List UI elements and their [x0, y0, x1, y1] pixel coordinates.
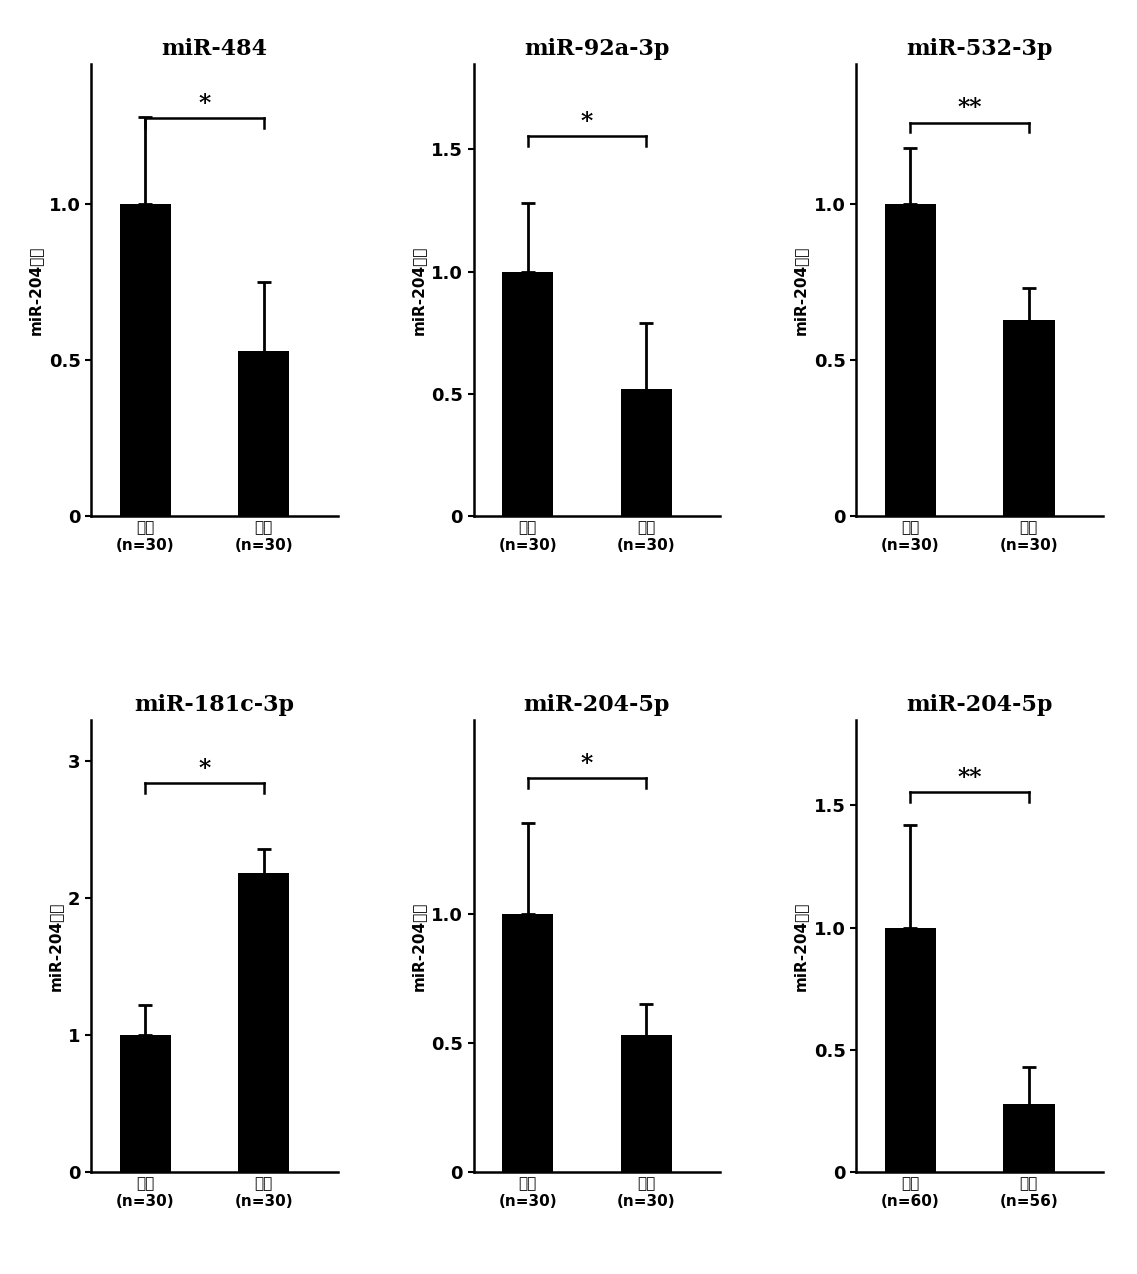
Text: **: ** [957, 97, 982, 120]
Bar [238, 350, 290, 516]
Bar [621, 389, 672, 516]
Text: **: ** [957, 766, 982, 790]
Bar [1003, 320, 1054, 516]
Text: *: * [581, 110, 594, 134]
Title: miR-532-3p: miR-532-3p [906, 38, 1053, 60]
Title: miR-204-5p: miR-204-5p [906, 694, 1053, 716]
Y-axis label: miR-204表达: miR-204表达 [794, 245, 808, 335]
Title: miR-181c-3p: miR-181c-3p [134, 694, 294, 716]
Y-axis label: miR-204表达: miR-204表达 [28, 245, 43, 335]
Bar [503, 913, 554, 1172]
Title: miR-484: miR-484 [161, 38, 267, 60]
Text: *: * [198, 757, 210, 781]
Text: *: * [198, 92, 210, 116]
Bar [119, 204, 171, 516]
Bar [885, 927, 936, 1172]
Title: miR-204-5p: miR-204-5p [524, 694, 670, 716]
Bar [1003, 1103, 1054, 1172]
Bar [238, 873, 290, 1172]
Title: miR-92a-3p: miR-92a-3p [524, 38, 670, 60]
Bar [885, 204, 936, 516]
Y-axis label: miR-204表达: miR-204表达 [410, 245, 425, 335]
Y-axis label: miR-204表达: miR-204表达 [410, 901, 425, 991]
Bar [621, 1034, 672, 1172]
Y-axis label: miR-204表达: miR-204表达 [794, 901, 808, 991]
Bar [119, 1034, 171, 1172]
Y-axis label: miR-204表达: miR-204表达 [48, 901, 63, 991]
Bar [503, 271, 554, 516]
Text: *: * [581, 752, 594, 776]
